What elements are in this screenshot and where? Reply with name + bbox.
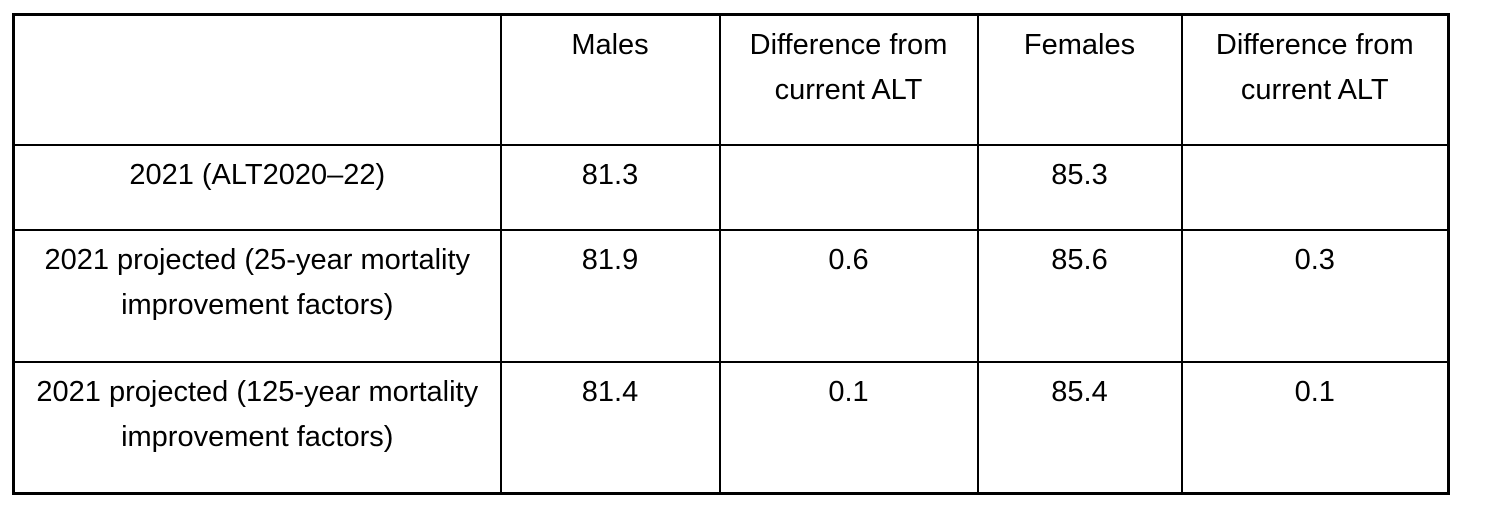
column-header-blank	[12, 13, 502, 146]
cell-females-value: 85.3	[976, 143, 1183, 231]
column-header-females: Females	[976, 13, 1183, 146]
column-header-males: Males	[499, 13, 721, 146]
cell-females-value: 85.6	[976, 228, 1183, 363]
cell-males-value: 81.4	[499, 360, 721, 495]
cell-females-difference	[1180, 143, 1450, 231]
cell-males-value: 81.9	[499, 228, 721, 363]
cell-males-value: 81.3	[499, 143, 721, 231]
cell-males-difference: 0.1	[718, 360, 979, 495]
life-expectancy-table: Males Difference from current ALT Female…	[12, 13, 1450, 495]
cell-females-difference: 0.3	[1180, 228, 1450, 363]
table-row-2021-projected-125yr: 2021 projected (125-year mortality impro…	[12, 360, 1450, 495]
column-header-males-difference: Difference from current ALT	[718, 13, 979, 146]
cell-females-difference: 0.1	[1180, 360, 1450, 495]
cell-females-value: 85.4	[976, 360, 1183, 495]
row-label: 2021 projected (25-year mortality improv…	[12, 228, 502, 363]
life-expectancy-table-container: Males Difference from current ALT Female…	[12, 13, 1450, 495]
row-label: 2021 (ALT2020–22)	[12, 143, 502, 231]
header-row: Males Difference from current ALT Female…	[12, 13, 1450, 146]
table-row-2021-alt2020-22: 2021 (ALT2020–22) 81.3 85.3	[12, 143, 1450, 231]
row-label: 2021 projected (125-year mortality impro…	[12, 360, 502, 495]
column-header-females-difference: Difference from current ALT	[1180, 13, 1450, 146]
cell-males-difference: 0.6	[718, 228, 979, 363]
cell-males-difference	[718, 143, 979, 231]
table-row-2021-projected-25yr: 2021 projected (25-year mortality improv…	[12, 228, 1450, 363]
